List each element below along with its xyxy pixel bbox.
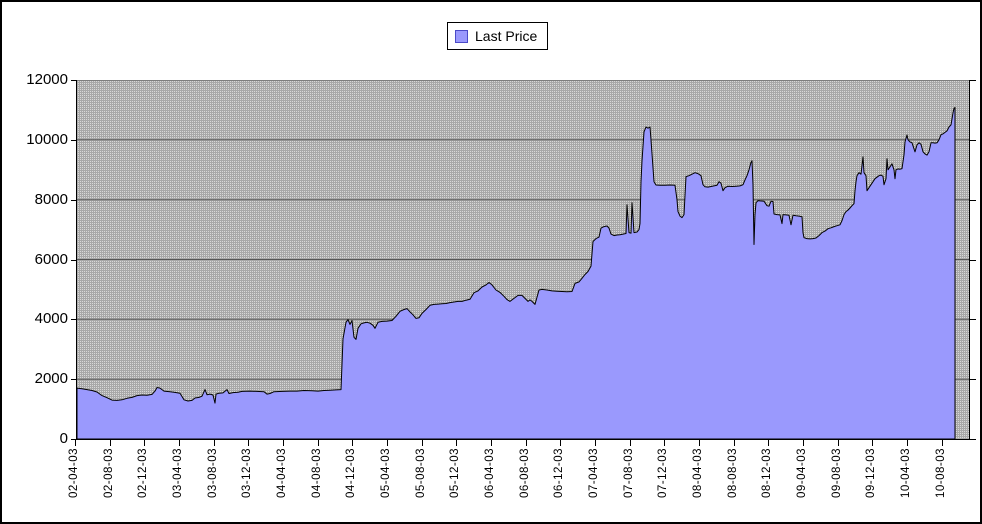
x-tick-label: 02-12-03 <box>137 448 150 499</box>
x-tick-label: 07-12-03 <box>657 448 670 499</box>
x-tick-label: 03-08-03 <box>206 448 219 499</box>
right-axis-tick <box>969 259 976 261</box>
x-tick-label: 03-12-03 <box>241 448 254 499</box>
x-axis-tick <box>75 440 76 446</box>
legend-label: Last Price <box>475 28 538 44</box>
x-axis-tick <box>109 440 111 446</box>
y-axis-tick <box>71 259 77 261</box>
x-axis-tick <box>560 440 562 446</box>
x-tick-label: 09-08-03 <box>830 448 843 499</box>
x-tick-label: 04-08-03 <box>310 448 323 499</box>
x-axis-tick <box>664 440 666 446</box>
x-tick-label: 07-04-03 <box>587 448 600 499</box>
x-axis-line <box>76 439 970 440</box>
x-tick-label: 02-04-03 <box>68 448 80 499</box>
y-tick-label: 0 <box>59 430 68 447</box>
x-axis-tick <box>248 440 250 446</box>
x-axis-tick <box>352 440 354 446</box>
x-tick-label: 09-04-03 <box>795 448 808 499</box>
x-axis-tick <box>421 440 423 446</box>
y-tick-label: 12000 <box>26 71 68 88</box>
right-axis-tick <box>969 199 976 201</box>
x-axis-tick <box>698 440 700 446</box>
y-axis-tick <box>71 319 77 321</box>
y-tick-label: 4000 <box>34 310 68 328</box>
y-axis-tick <box>71 139 77 141</box>
last-price-area-series <box>77 107 956 439</box>
x-axis-tick <box>386 440 388 446</box>
x-axis-tick <box>144 440 146 446</box>
area-chart-canvas <box>77 80 969 439</box>
x-axis-tick <box>317 440 319 446</box>
right-axis-tick <box>969 379 976 381</box>
x-tick-label: 07-08-03 <box>622 448 635 499</box>
right-axis-tick <box>969 319 976 321</box>
x-tick-label: 08-12-03 <box>761 448 774 499</box>
x-tick-label: 02-08-03 <box>102 448 115 499</box>
x-axis-tick <box>768 440 770 446</box>
x-axis-tick <box>456 440 458 446</box>
x-tick-label: 04-04-03 <box>276 448 288 499</box>
legend-swatch-icon <box>455 29 468 43</box>
x-tick-label: 06-12-03 <box>553 448 566 499</box>
y-axis-tick <box>71 80 77 81</box>
x-tick-label: 04-12-03 <box>345 448 358 499</box>
x-tick-label: 05-04-03 <box>379 448 392 499</box>
x-axis-tick <box>837 440 839 446</box>
x-axis-tick <box>733 440 735 446</box>
x-axis-tick <box>594 440 596 446</box>
y-axis-tick <box>71 379 77 381</box>
x-axis-tick <box>906 440 908 446</box>
x-axis-tick <box>941 440 943 446</box>
x-tick-label: 08-08-03 <box>726 448 739 499</box>
x-tick-label: 05-12-03 <box>449 448 462 499</box>
x-axis-tick <box>802 440 804 446</box>
x-tick-label: 10-08-03 <box>934 448 947 499</box>
y-tick-label: 10000 <box>26 130 68 148</box>
x-axis-tick <box>629 440 631 446</box>
y-axis-tick <box>71 199 77 201</box>
right-axis-tick <box>969 139 976 141</box>
x-tick-label: 03-04-03 <box>172 448 184 499</box>
right-axis-tick <box>969 80 976 81</box>
y-tick-label: 2000 <box>34 370 68 388</box>
x-axis-tick <box>179 440 180 446</box>
y-axis-tick <box>71 439 77 440</box>
x-axis-tick <box>490 440 492 446</box>
plot-area <box>77 80 969 439</box>
x-tick-label: 08-04-03 <box>691 448 704 499</box>
y-tick-label: 8000 <box>34 190 68 208</box>
x-axis-tick <box>872 440 874 446</box>
x-axis-tick <box>525 440 527 446</box>
x-axis-tick <box>283 440 284 446</box>
x-tick-label: 09-12-03 <box>865 448 878 499</box>
x-tick-label: 06-08-03 <box>518 448 531 499</box>
x-tick-label: 06-04-03 <box>483 448 496 499</box>
x-tick-label: 10-04-03 <box>899 448 912 499</box>
x-tick-label: 05-08-03 <box>414 448 427 499</box>
x-axis-tick <box>213 440 215 446</box>
right-axis-tick <box>969 439 976 440</box>
y-tick-label: 6000 <box>34 250 68 268</box>
legend: Last Price <box>447 22 549 50</box>
